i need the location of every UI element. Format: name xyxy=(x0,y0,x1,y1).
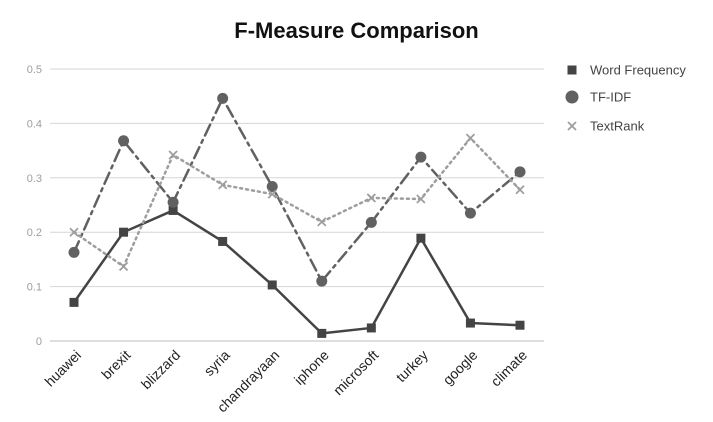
data-point-tf-idf xyxy=(415,151,427,163)
legend-label: TF-IDF xyxy=(590,90,631,105)
data-point-tf-idf xyxy=(514,166,526,178)
x-tick-label: google xyxy=(440,347,481,388)
series-tf-idf xyxy=(68,92,526,287)
data-point-textrank xyxy=(416,194,426,204)
x-tick-label: huawei xyxy=(41,347,84,390)
x-tick-label: climate xyxy=(487,347,530,390)
data-point-word-frequency xyxy=(465,318,475,328)
y-tick-label: 0.3 xyxy=(27,173,42,185)
data-point-textrank xyxy=(118,261,129,272)
legend-item-tf-idf: TF-IDF xyxy=(565,90,631,105)
data-point-word-frequency xyxy=(218,236,228,246)
data-point-word-frequency xyxy=(168,205,178,215)
y-tick-label: 0 xyxy=(36,336,42,348)
data-point-textrank xyxy=(168,150,178,160)
legend-marker xyxy=(567,121,577,131)
x-tick-label: turkey xyxy=(393,347,431,385)
y-tick-label: 0.4 xyxy=(27,118,42,130)
gridlines xyxy=(50,68,544,342)
data-point-tf-idf xyxy=(217,92,229,104)
series-textrank xyxy=(69,133,525,272)
series-line-word-frequency xyxy=(72,209,522,335)
legend: Word Frequency TF-IDF TextRank xyxy=(565,63,686,134)
data-point-tf-idf xyxy=(464,207,476,219)
legend-item-textrank: TextRank xyxy=(567,119,645,134)
legend-marker xyxy=(565,90,579,104)
data-point-word-frequency xyxy=(69,297,79,307)
data-point-textrank xyxy=(465,133,476,143)
data-point-word-frequency xyxy=(267,280,277,290)
x-tick-label: microsoft xyxy=(330,347,382,399)
y-tick-label: 0.1 xyxy=(27,282,42,294)
data-point-textrank xyxy=(267,189,277,199)
chart-title: F-Measure Comparison xyxy=(234,18,479,43)
x-tick-label: brexit xyxy=(98,347,134,383)
legend-marker xyxy=(567,65,577,75)
series-line-tf-idf xyxy=(72,97,522,283)
data-point-tf-idf xyxy=(365,216,377,228)
data-point-textrank xyxy=(69,227,79,237)
y-tick-label: 0.2 xyxy=(27,227,42,239)
data-point-tf-idf xyxy=(118,135,130,147)
x-tick-label: iphone xyxy=(291,347,332,388)
legend-label: Word Frequency xyxy=(590,63,686,78)
data-point-textrank xyxy=(366,193,376,203)
data-point-textrank xyxy=(317,217,327,227)
data-point-tf-idf xyxy=(68,246,80,258)
data-point-tf-idf xyxy=(167,196,179,208)
series-line-textrank xyxy=(72,136,522,268)
data-point-textrank xyxy=(218,180,228,190)
data-point-tf-idf xyxy=(316,275,328,287)
data-point-word-frequency xyxy=(366,323,376,333)
legend-item-word-frequency: Word Frequency xyxy=(567,63,686,78)
data-point-word-frequency xyxy=(416,233,426,243)
data-point-tf-idf xyxy=(266,181,278,193)
series-word-frequency xyxy=(69,205,525,338)
x-tick-label: syria xyxy=(201,347,233,379)
data-point-word-frequency xyxy=(317,328,327,338)
series-group xyxy=(68,92,526,338)
y-tick-label: 0.5 xyxy=(27,64,42,76)
data-point-word-frequency xyxy=(119,227,129,237)
x-tick-label: blizzard xyxy=(138,347,183,392)
data-point-textrank xyxy=(515,185,525,195)
y-axis-ticks: 0 0.1 0.2 0.3 0.4 0.5 xyxy=(27,64,42,348)
data-point-word-frequency xyxy=(515,320,525,330)
legend-label: TextRank xyxy=(590,119,645,134)
